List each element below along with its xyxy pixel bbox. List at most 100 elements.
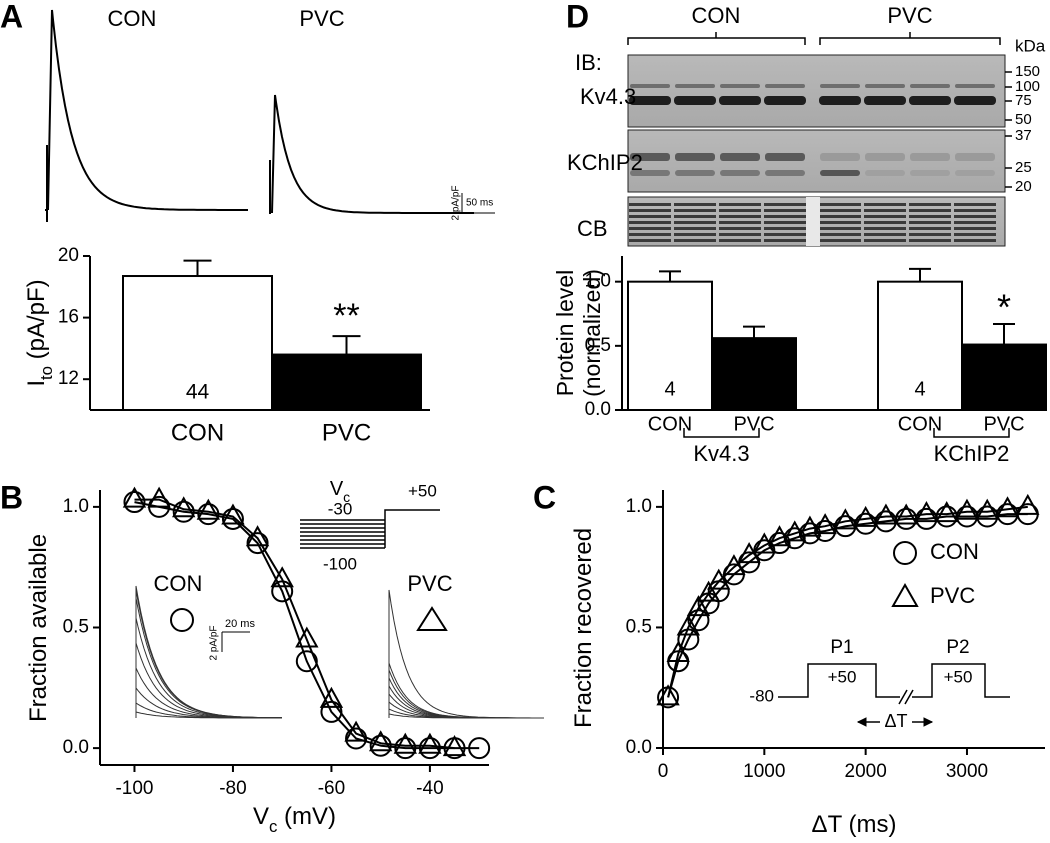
blot-band — [820, 84, 860, 88]
blot-band — [819, 209, 861, 212]
marker — [123, 491, 146, 514]
blot-band — [764, 96, 806, 105]
blot-band — [765, 153, 805, 161]
marker — [833, 508, 858, 530]
marker — [914, 501, 939, 523]
error-bar — [909, 267, 931, 282]
blot-band — [764, 203, 806, 206]
blot-band — [909, 215, 951, 218]
marker — [814, 519, 837, 542]
blot-band — [764, 221, 806, 224]
marker — [935, 501, 959, 523]
blot-band — [675, 170, 715, 176]
protocol-line — [912, 663, 1010, 698]
marker — [368, 730, 393, 752]
mw-marker: 50 — [1015, 111, 1032, 128]
marker — [975, 498, 999, 520]
blot-band — [719, 221, 761, 224]
marker — [295, 626, 319, 648]
blot-band — [674, 221, 716, 224]
legend-label: PVC — [930, 583, 975, 608]
bar — [877, 280, 963, 411]
y-tick-label: 0.0 — [63, 737, 89, 758]
blot-band — [954, 96, 996, 105]
blot-band — [764, 227, 806, 230]
y-axis-title: Protein level — [552, 270, 578, 397]
panel-label: A — [0, 0, 23, 34]
blot-band — [629, 239, 671, 242]
blot-band — [864, 221, 906, 224]
mw-marker: 37 — [1015, 127, 1032, 144]
blot-label: Kv4.3 — [580, 84, 636, 109]
blot-band — [819, 221, 861, 224]
y-axis-title: Fraction available — [25, 534, 52, 722]
blot-band — [674, 209, 716, 212]
protocol-label: -100 — [323, 554, 357, 573]
current-trace — [388, 692, 544, 719]
marker — [196, 498, 221, 520]
blot-band — [909, 227, 951, 230]
blot-band — [909, 203, 951, 206]
marker — [172, 496, 196, 518]
n-label: 4 — [748, 378, 760, 400]
marker — [995, 496, 1020, 518]
protocol-label: P2 — [946, 637, 969, 658]
blot-band — [630, 170, 670, 176]
blot-band — [629, 215, 671, 218]
marker — [393, 732, 417, 754]
y-axis-title: Ito (pA/pF) — [23, 279, 56, 386]
blot-band — [865, 84, 905, 88]
group-bracket — [933, 428, 1010, 438]
x-tick-label: CON — [648, 413, 692, 435]
blot-band — [955, 153, 995, 161]
blot-bracket — [819, 37, 1001, 45]
legend-symbol — [170, 608, 194, 632]
y-tick-label: 12 — [58, 368, 79, 389]
bar — [961, 343, 1047, 411]
x-tick-label: -40 — [416, 778, 443, 799]
protocol-label: Vc — [330, 478, 350, 504]
blot-band — [674, 233, 716, 236]
blot-bracket — [627, 37, 806, 45]
bar — [711, 337, 797, 411]
protocol-label: +50 — [828, 667, 857, 686]
y-tick-label: 0.5 — [63, 617, 89, 638]
y-tick-label: 1.0 — [585, 271, 611, 292]
marker — [394, 737, 417, 760]
marker — [319, 686, 344, 708]
marker — [666, 640, 690, 662]
blot-band — [720, 84, 760, 88]
mw-marker: 20 — [1015, 178, 1032, 195]
marker — [874, 503, 898, 525]
marker — [246, 532, 269, 555]
blot-strip — [627, 54, 1006, 128]
blot-band — [720, 170, 760, 176]
x-tick-label: CON — [898, 413, 942, 435]
protocol-label: -30 — [328, 499, 353, 518]
scale-bar-label: 2 pA/pF — [209, 625, 220, 660]
marker — [853, 505, 878, 527]
blot-label: CB — [577, 216, 608, 241]
trace-label: PVC — [299, 6, 344, 31]
x-tick-label: 3000 — [946, 761, 988, 782]
blot-band — [675, 84, 715, 88]
blot-band — [719, 239, 761, 242]
marker — [676, 614, 701, 636]
protocol-label: -80 — [749, 686, 774, 705]
blot-band — [910, 84, 950, 88]
protocol-label: P1 — [830, 637, 853, 658]
marker — [813, 513, 837, 535]
label-part: Fraction recovered — [570, 528, 597, 728]
blot-band — [909, 233, 951, 236]
blot-band — [629, 227, 671, 230]
marker — [270, 566, 294, 588]
marker — [295, 650, 318, 673]
blot-gap — [806, 197, 820, 246]
blot-group: CON — [692, 3, 741, 28]
group-label: KChIP2 — [934, 441, 1010, 466]
n-label: 44 — [186, 381, 210, 404]
blot-band — [629, 221, 671, 224]
x-tick-label: 2000 — [845, 761, 887, 782]
blot-band — [864, 227, 906, 230]
marker — [686, 595, 711, 617]
